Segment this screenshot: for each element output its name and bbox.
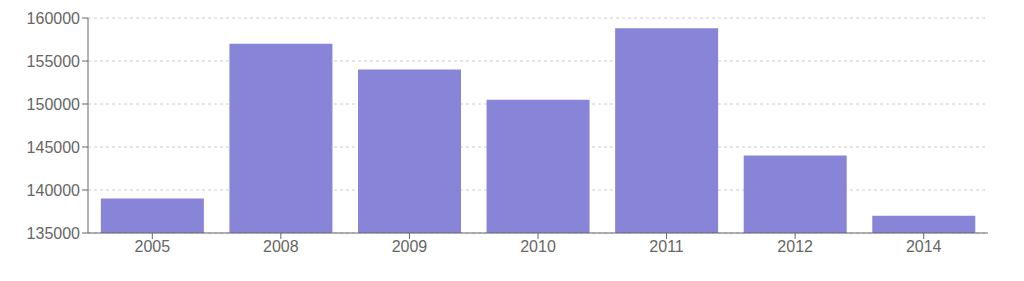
svg-text:160000: 160000 <box>27 10 80 27</box>
svg-text:140000: 140000 <box>27 182 80 199</box>
svg-text:2014: 2014 <box>906 238 942 255</box>
svg-text:2008: 2008 <box>263 238 299 255</box>
svg-text:135000: 135000 <box>27 225 80 242</box>
svg-text:2005: 2005 <box>134 238 170 255</box>
svg-text:150000: 150000 <box>27 96 80 113</box>
svg-text:2012: 2012 <box>777 238 813 255</box>
svg-text:155000: 155000 <box>27 53 80 70</box>
svg-text:2009: 2009 <box>392 238 428 255</box>
svg-text:2010: 2010 <box>520 238 556 255</box>
svg-text:2011: 2011 <box>649 238 684 255</box>
svg-text:145000: 145000 <box>27 139 80 156</box>
